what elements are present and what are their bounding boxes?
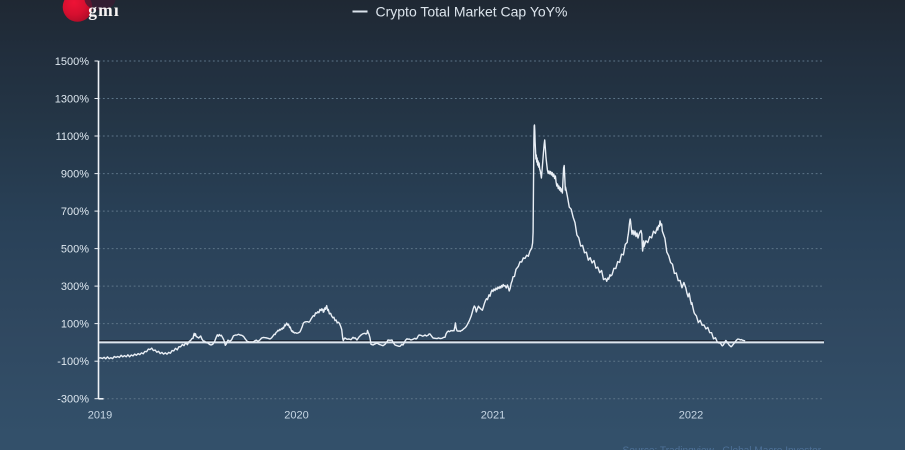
svg-text:1100%: 1100% (56, 131, 90, 143)
svg-text:100%: 100% (61, 319, 89, 331)
svg-text:-100%: -100% (57, 356, 89, 368)
svg-text:2022: 2022 (679, 409, 703, 421)
svg-text:Crypto Total Market Cap YoY%: Crypto Total Market Cap YoY% (376, 4, 568, 20)
svg-text:1300%: 1300% (55, 94, 89, 106)
svg-text:-300%: -300% (57, 394, 89, 406)
svg-text:gmı: gmı (88, 0, 120, 20)
svg-text:500%: 500% (61, 244, 89, 256)
svg-text:700%: 700% (61, 206, 89, 218)
svg-text:2019: 2019 (88, 409, 112, 421)
svg-text:300%: 300% (61, 281, 89, 293)
svg-text:Source: Tradingview , Global M: Source: Tradingview , Global Macro Inves… (623, 445, 822, 450)
svg-text:2021: 2021 (481, 409, 505, 421)
svg-text:1500%: 1500% (55, 56, 89, 68)
svg-text:2020: 2020 (284, 409, 308, 421)
svg-text:900%: 900% (61, 169, 89, 181)
